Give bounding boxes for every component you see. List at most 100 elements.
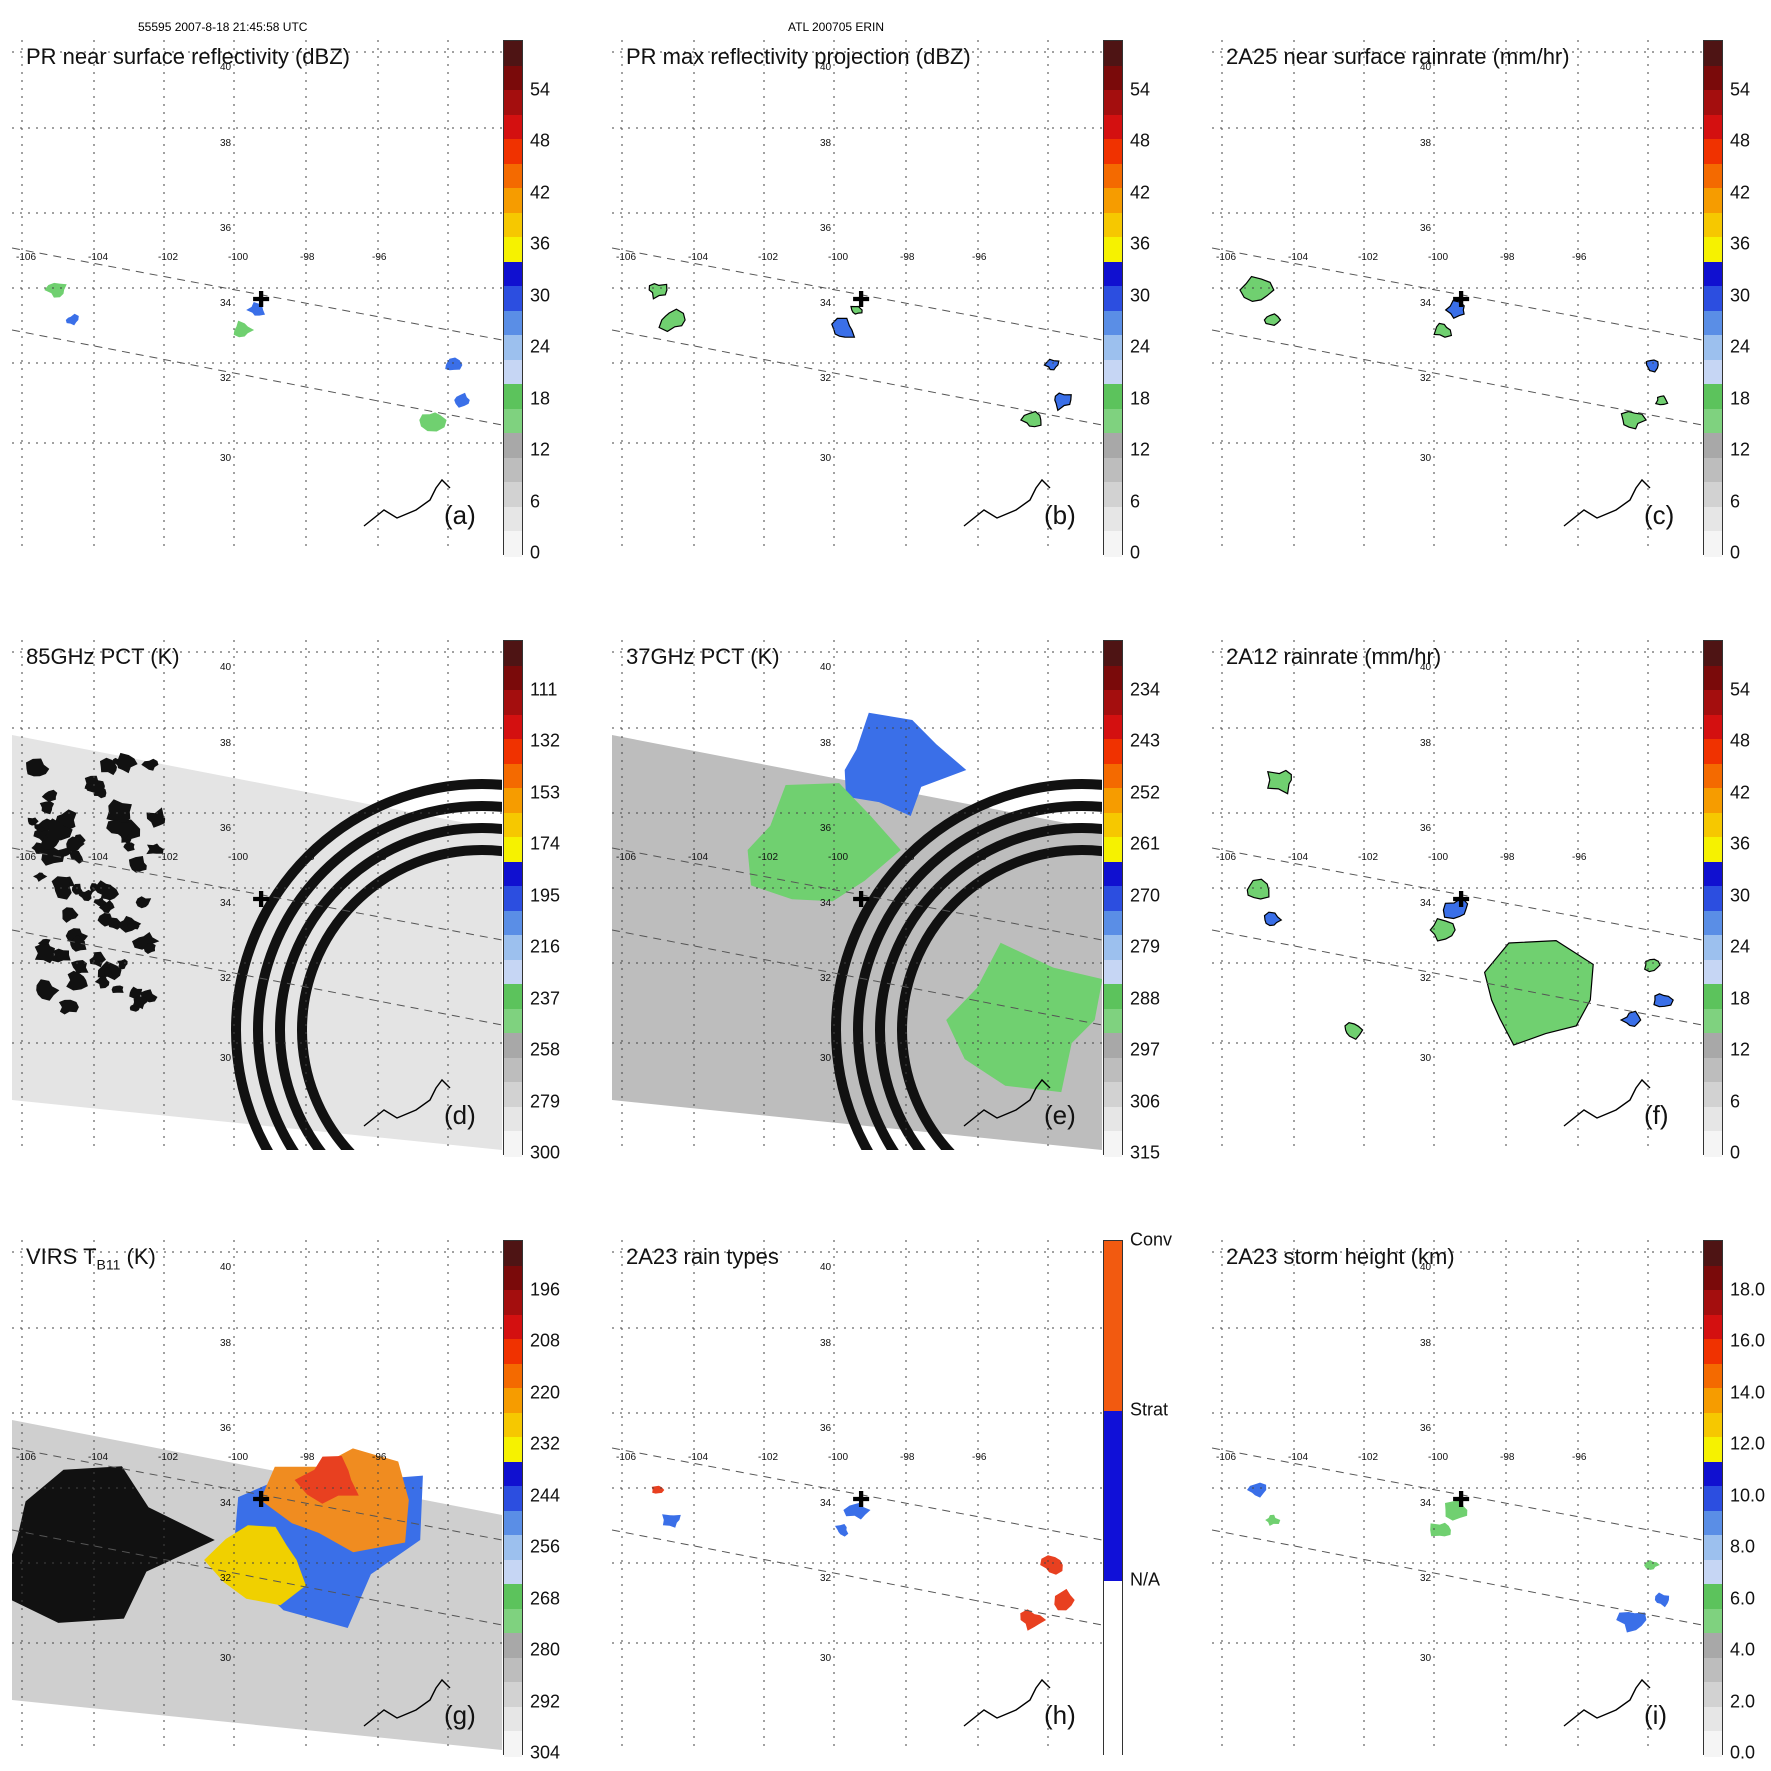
ice-scatter bbox=[94, 975, 110, 989]
coastline bbox=[363, 478, 451, 527]
echo bbox=[1265, 1514, 1281, 1526]
colorbar-tick-label: 232 bbox=[530, 1433, 561, 1454]
echo bbox=[1040, 1555, 1063, 1575]
panel-title-text: 85GHz PCT (K) bbox=[26, 644, 180, 669]
colorbar-segment bbox=[1104, 286, 1122, 312]
colorbar-segment bbox=[504, 1437, 522, 1463]
echo bbox=[445, 357, 463, 371]
colorbar-segment bbox=[1104, 188, 1122, 214]
colorbar bbox=[1103, 1240, 1123, 1756]
latitude-label: 40 bbox=[1420, 1262, 1432, 1273]
panel-title: 85GHz PCT (K) bbox=[26, 644, 180, 670]
colorbar-segment bbox=[1704, 384, 1722, 410]
colorbar-segment bbox=[504, 812, 522, 839]
coastline bbox=[363, 1678, 451, 1727]
colorbar-segment bbox=[1104, 531, 1122, 557]
ice-scatter bbox=[31, 842, 49, 854]
panel-letter: (c) bbox=[1644, 500, 1675, 530]
panel-letter: (g) bbox=[444, 1700, 476, 1730]
echo bbox=[1643, 958, 1661, 973]
colorbar-tick-label: 16.0 bbox=[1730, 1330, 1766, 1351]
longitude-label: -98 bbox=[1500, 252, 1515, 263]
echo bbox=[1442, 897, 1469, 920]
longitude-label: -104 bbox=[1288, 852, 1309, 863]
latitude-label: 34 bbox=[820, 898, 832, 909]
panel-title: PR near surface reflectivity (dBZ) bbox=[26, 44, 350, 70]
latitude-label: 34 bbox=[820, 298, 832, 309]
map-area: ✚ bbox=[12, 40, 502, 550]
colorbar-segment bbox=[504, 384, 522, 410]
colorbar-segment bbox=[504, 286, 522, 312]
ice-scatter bbox=[106, 820, 134, 840]
echo bbox=[1620, 410, 1648, 430]
longitude-label: -102 bbox=[758, 1452, 779, 1463]
latitude-label: 38 bbox=[1420, 738, 1432, 749]
scan-edge-ring bbox=[297, 845, 502, 1150]
scan-edge-ring bbox=[875, 823, 1102, 1150]
colorbar-tick-label: 174 bbox=[530, 833, 561, 854]
colorbar-segment bbox=[1104, 1131, 1122, 1157]
echo bbox=[1429, 917, 1456, 942]
colorbar-segment bbox=[1104, 1411, 1122, 1581]
longitude-label: -100 bbox=[228, 252, 249, 263]
longitude-label: -98 bbox=[300, 1452, 315, 1463]
longitude-label: -102 bbox=[1358, 252, 1379, 263]
echo bbox=[658, 308, 686, 333]
longitude-label: -104 bbox=[688, 852, 709, 863]
longitude-label: -98 bbox=[300, 852, 315, 863]
colorbar-segment bbox=[1704, 531, 1722, 557]
radar-site-marker: ✚ bbox=[1452, 887, 1471, 912]
longitude-label: -100 bbox=[228, 1452, 249, 1463]
ice-scatter bbox=[117, 959, 128, 970]
map-area: ✚ bbox=[1212, 1240, 1702, 1750]
colorbar-segment bbox=[1704, 1437, 1722, 1463]
latitude-label: 34 bbox=[220, 898, 232, 909]
colorbar-segment bbox=[504, 837, 522, 863]
ice-scatter bbox=[36, 979, 60, 1001]
colorbar-tick-label: 18 bbox=[1130, 388, 1151, 408]
panel-title: 2A12 rainrate (mm/hr) bbox=[1226, 644, 1441, 670]
echo bbox=[1263, 911, 1283, 927]
colorbar-segment bbox=[504, 1314, 522, 1341]
cold-cloud-band bbox=[204, 1525, 306, 1606]
panel-title-text: VIRS T bbox=[26, 1244, 97, 1269]
panel-c: ✚ 40 38 36 34 32 30 -106 -104 -102 -100 -98 -96 2A25 … bbox=[1200, 0, 1760, 563]
longitude-label: -100 bbox=[1428, 1452, 1449, 1463]
latitude-label: 34 bbox=[1420, 1498, 1432, 1509]
colorbar-segment bbox=[504, 359, 522, 386]
colorbar-segment bbox=[504, 506, 522, 533]
map-canvas bbox=[612, 40, 1102, 550]
colorbar-segment bbox=[504, 1535, 522, 1561]
colorbar-segment bbox=[1704, 1608, 1722, 1635]
swath-edge-south bbox=[1212, 329, 1702, 426]
colorbar-segment bbox=[1704, 1461, 1722, 1488]
colorbar-segment bbox=[504, 1461, 522, 1488]
colorbar-segment bbox=[1704, 1486, 1722, 1512]
colorbar-tick-label: 36 bbox=[1730, 833, 1751, 854]
colorbar-segment bbox=[504, 1633, 522, 1659]
echo bbox=[1054, 392, 1072, 412]
latitude-label: 30 bbox=[1420, 453, 1432, 464]
latitude-label: 36 bbox=[1420, 1423, 1432, 1434]
colorbar-tick-label: 4.0 bbox=[1730, 1639, 1756, 1660]
ice-scatter bbox=[141, 758, 159, 771]
panel-title: PR max reflectivity projection (dBZ) bbox=[626, 44, 971, 70]
swath-edge-south bbox=[1212, 929, 1702, 1026]
colorbar-segment bbox=[504, 1131, 522, 1157]
latitude-label: 30 bbox=[1420, 1053, 1432, 1064]
echo bbox=[1653, 993, 1674, 1008]
colorbar-segment bbox=[1704, 114, 1722, 141]
ice-scatter bbox=[55, 848, 72, 857]
colorbar-tick-label: 306 bbox=[1130, 1091, 1161, 1111]
colorbar-tick-label: 268 bbox=[530, 1588, 561, 1608]
cold-region bbox=[844, 712, 967, 816]
latitude-label: 40 bbox=[220, 62, 232, 73]
colorbar bbox=[503, 640, 523, 1157]
colorbar-segment bbox=[1704, 935, 1722, 961]
panel-title: 2A23 rain types bbox=[626, 1244, 779, 1270]
latitude-label: 32 bbox=[820, 373, 832, 384]
longitude-label: -100 bbox=[828, 852, 849, 863]
colorbar-segment bbox=[504, 1265, 522, 1292]
colorbar bbox=[1703, 40, 1723, 557]
radar-site-marker: ✚ bbox=[852, 1487, 871, 1512]
